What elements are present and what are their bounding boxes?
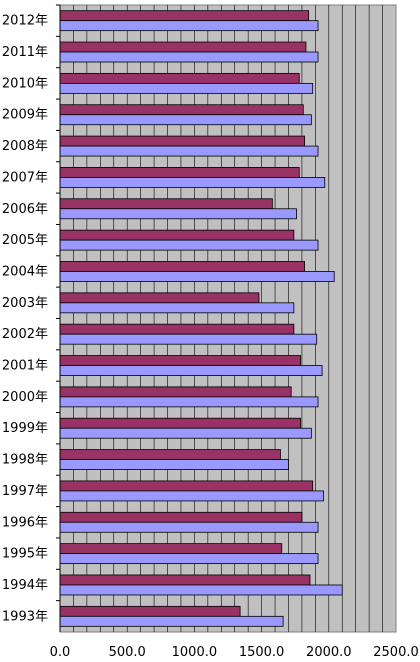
bar-series-2 <box>59 177 326 188</box>
category-group <box>59 41 319 63</box>
bar-series-1 <box>59 605 241 617</box>
category-group <box>59 229 319 251</box>
bar-series-2 <box>59 333 318 345</box>
y-category-label: 1998年 <box>2 453 48 468</box>
bar-series-1 <box>59 449 281 460</box>
category-group <box>59 543 319 565</box>
category-group <box>59 135 319 157</box>
y-category-label: 2012年 <box>2 14 48 29</box>
y-category-label: 2011年 <box>2 45 48 60</box>
category-group <box>59 449 289 470</box>
bar-series-1 <box>59 574 311 586</box>
bar-series-2 <box>59 20 319 32</box>
category-group <box>59 72 314 94</box>
bar-series-2 <box>59 553 319 565</box>
bar-series-2 <box>59 145 319 157</box>
bar-series-2 <box>59 365 323 376</box>
x-axis-labels: 0.0 500.0 1000.0 1500.0 2000.0 2500.0 <box>50 645 419 660</box>
bar-series-2 <box>59 584 343 596</box>
x-tick-label: 2000.0 <box>306 645 352 660</box>
bar-series-1 <box>59 261 306 272</box>
category-group <box>59 292 295 314</box>
y-category-label: 2005年 <box>2 233 48 248</box>
y-category-label: 2000年 <box>2 390 48 405</box>
y-category-label: 2007年 <box>2 170 48 185</box>
bar-series-2 <box>59 615 284 627</box>
y-category-label: 2010年 <box>2 76 48 91</box>
bar-series-2 <box>59 459 289 470</box>
x-tick-label: 1000.0 <box>172 645 218 660</box>
x-tick-label: 1500.0 <box>239 645 285 660</box>
bar-series-2 <box>59 521 319 533</box>
bar-series-2 <box>59 396 319 408</box>
bar-series-2 <box>59 271 335 282</box>
bar-series-1 <box>59 167 300 178</box>
bar-series-2 <box>59 51 319 63</box>
category-group <box>59 355 323 376</box>
bar-series-2 <box>59 82 314 94</box>
bar-series-1 <box>59 10 310 22</box>
y-category-label: 2004年 <box>2 264 48 279</box>
category-group <box>59 261 335 282</box>
category-group <box>59 10 319 32</box>
bar-series-1 <box>59 511 303 523</box>
y-category-label: 2009年 <box>2 108 48 123</box>
bar-series-2 <box>59 427 312 439</box>
bar-series-1 <box>59 355 301 366</box>
category-group <box>59 104 312 126</box>
y-category-label: 1997年 <box>2 484 48 499</box>
y-category-label: 2003年 <box>2 296 48 311</box>
x-tick-label: 0.0 <box>50 645 71 660</box>
bar-series-1 <box>59 292 260 304</box>
bar-series-1 <box>59 323 295 335</box>
bar-series-1 <box>59 229 295 241</box>
bar-series-1 <box>59 417 301 429</box>
bar-series-1 <box>59 135 306 147</box>
y-category-label: 1995年 <box>2 547 48 562</box>
y-category-label: 2008年 <box>2 139 48 154</box>
bar-series-1 <box>59 543 283 555</box>
category-group <box>59 574 343 596</box>
category-group <box>59 323 318 345</box>
plot-area <box>59 4 397 633</box>
bar-series-2 <box>59 239 319 251</box>
y-category-label: 1996年 <box>2 515 48 530</box>
bar-series-2 <box>59 490 324 502</box>
bar-groups <box>56 4 343 627</box>
category-group <box>59 480 324 502</box>
bar-series-1 <box>59 104 304 116</box>
category-group <box>59 511 319 533</box>
bar-series-2 <box>59 114 312 126</box>
category-group <box>59 386 319 408</box>
category-group <box>59 417 312 439</box>
y-category-label: 1999年 <box>2 421 48 436</box>
y-category-label: 1994年 <box>2 578 48 593</box>
y-category-label: 2002年 <box>2 327 48 342</box>
y-category-label: 1993年 <box>2 609 48 624</box>
category-group <box>59 198 297 220</box>
bar-series-1 <box>59 41 307 53</box>
x-tick-label: 2500.0 <box>373 645 419 660</box>
x-tick-label: 500.0 <box>109 645 146 660</box>
bar-series-1 <box>59 198 273 210</box>
bar-series-2 <box>59 208 297 220</box>
bar-series-2 <box>59 302 295 314</box>
category-group <box>59 167 326 188</box>
bar-series-1 <box>59 480 314 492</box>
bar-series-1 <box>59 72 300 84</box>
y-category-label: 2006年 <box>2 202 48 217</box>
y-axis-labels: 2012年 2011年 2010年 2009年 2008年 2007年 2006年 2005年… <box>2 14 48 625</box>
bar-series-1 <box>59 386 292 398</box>
y-category-label: 2001年 <box>2 359 48 374</box>
